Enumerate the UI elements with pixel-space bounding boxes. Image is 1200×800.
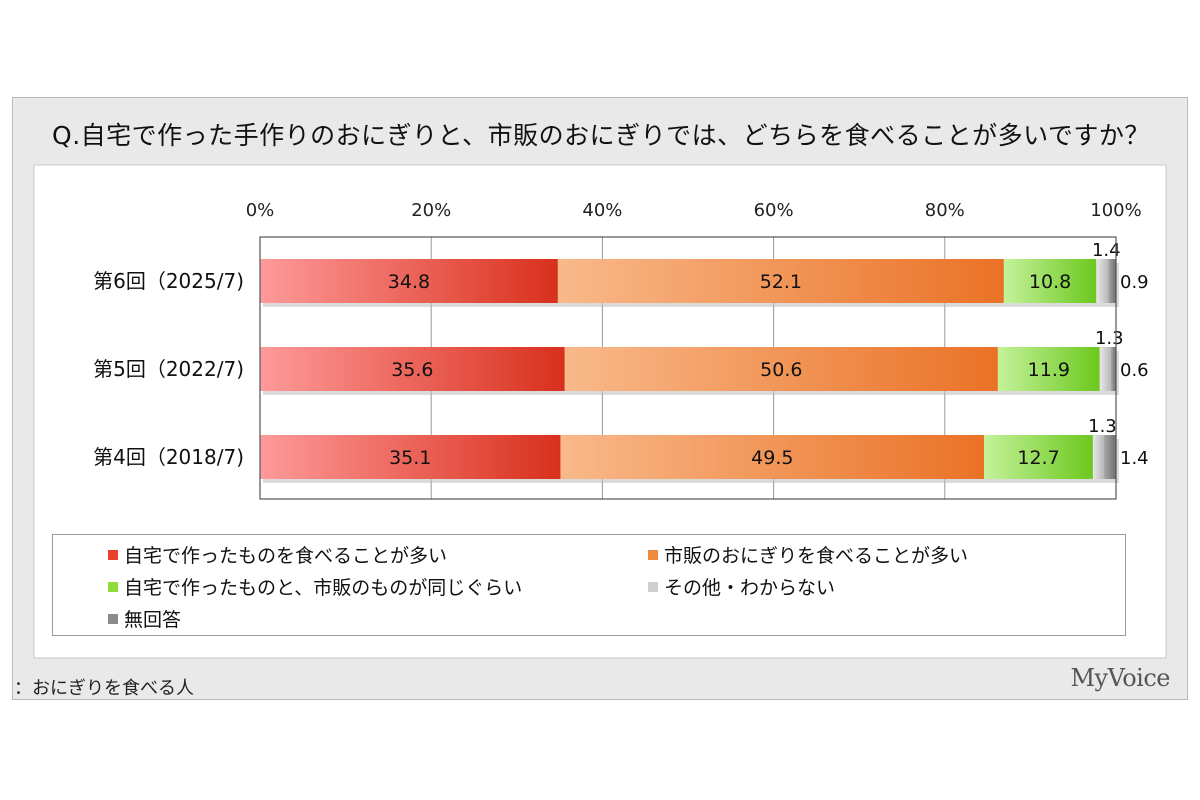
bar-segment-store [557,259,1004,303]
bar-segment-same [1003,259,1097,303]
x-tick-label: 0% [246,200,275,221]
data-label: 35.6 [391,359,433,381]
data-label: 11.9 [1028,359,1070,381]
bar-segment-other [1092,435,1105,479]
legend-swatch-store [648,549,658,560]
data-label: 10.8 [1029,271,1071,293]
legend-item-same: 自宅で作ったものと、市販のものが同じぐらい [108,573,522,600]
legend-label-other: その他・わからない [664,577,836,599]
legend-item-other: その他・わからない [648,573,835,600]
legend-label-store: 市販のおにぎりを食べることが多い [664,545,969,567]
legend-swatch-noanswer [108,613,118,624]
x-tick-label: 100% [1090,200,1141,221]
data-label: 1.3 [1088,416,1117,437]
legend-swatch-same [108,581,118,592]
x-tick-label: 60% [754,200,794,221]
data-label: 0.9 [1120,272,1149,293]
bar-segment-other [1096,259,1109,303]
data-label: 50.6 [760,359,802,381]
legend-item-store: 市販のおにぎりを食べることが多い [648,541,968,568]
data-labels: 34.8 52.1 10.8 1.4 0.9 35.6 50.6 11.9 1.3 0.6 35.1… [388,240,1149,469]
plot-frame [259,236,1117,500]
data-label: 49.5 [751,447,793,469]
bar-segment-noanswer [1110,347,1116,391]
category-labels: 第6回（2025/7) 第5回（2022/7) 第4回（2018/7) [93,269,244,469]
legend-label-same: 自宅で作ったものと、市販のものが同じぐらい [124,577,523,599]
bars [260,259,1119,483]
x-axis-ticks: 0% 20% 40% 60% 80% 100% [246,200,1142,221]
legend-item-home: 自宅で作ったものを食べることが多い [108,541,447,568]
legend-swatch-other [648,581,658,592]
bar-segment-home [260,259,558,303]
x-tick-label: 20% [411,200,451,221]
legend-swatch-home [108,549,118,560]
bar-segment-same [984,435,1093,479]
footnote: ：おにぎりを食べる人 [14,678,194,699]
category-label: 第6回（2025/7) [93,269,244,293]
category-label: 第4回（2018/7) [93,445,244,469]
data-label: 1.4 [1092,240,1121,261]
bar-segment-noanswer [1108,259,1116,303]
data-label: 12.7 [1017,447,1059,469]
bar-segment-home [260,347,565,391]
data-label: 1.4 [1120,448,1149,469]
legend-item-noanswer: 無回答 [108,605,181,632]
chart-title: Q.自宅で作った手作りのおにぎりと、市販のおにぎりでは、どちらを食べることが多い… [52,121,1150,150]
category-label: 第5回（2022/7) [93,357,244,381]
data-label: 0.6 [1120,360,1149,381]
bar-segment-store [560,435,985,479]
brand-logo: MyVoice [1070,664,1170,692]
data-label: 35.1 [389,447,431,469]
bar-segment-same [997,347,1100,391]
data-label: 34.8 [388,271,430,293]
x-tick-label: 80% [925,200,965,221]
bar-segment-other [1099,347,1111,391]
data-label: 52.1 [760,271,802,293]
data-label: 1.3 [1095,328,1124,349]
bar-segment-noanswer [1104,435,1116,479]
legend-label-noanswer: 無回答 [124,609,182,631]
bar-segment-home [260,435,561,479]
legend: 自宅で作ったものを食べることが多い 市販のおにぎりを食べることが多い 自宅で作っ… [52,534,1126,636]
legend-label-home: 自宅で作ったものを食べることが多い [124,545,448,567]
x-tick-label: 40% [582,200,622,221]
bar-segment-store [564,347,998,391]
